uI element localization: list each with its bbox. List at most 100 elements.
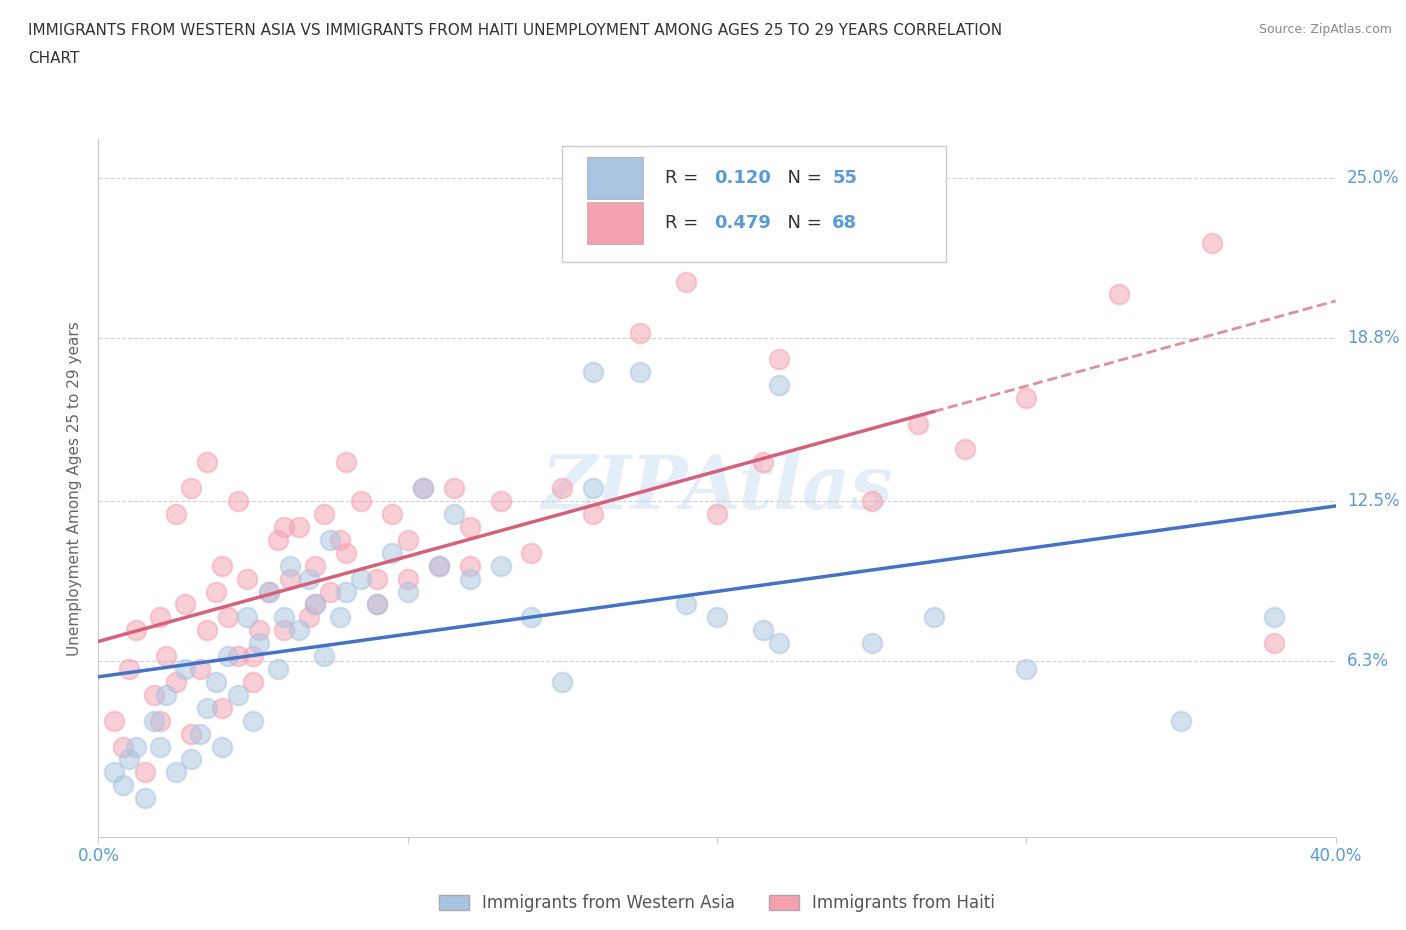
Point xyxy=(489,494,512,509)
Point xyxy=(155,649,177,664)
Point xyxy=(273,520,295,535)
Text: 68: 68 xyxy=(832,214,858,232)
Point xyxy=(922,610,945,625)
Point xyxy=(396,584,419,599)
Point xyxy=(520,610,543,625)
Point xyxy=(257,584,280,599)
Point xyxy=(267,533,290,548)
Text: N =: N = xyxy=(776,169,828,187)
Point xyxy=(582,365,605,379)
Point xyxy=(278,571,301,586)
FancyBboxPatch shape xyxy=(562,147,946,261)
Point xyxy=(1108,287,1130,302)
Point xyxy=(124,623,146,638)
Point xyxy=(180,481,202,496)
Point xyxy=(236,610,259,625)
Point xyxy=(190,726,212,741)
Point xyxy=(174,597,197,612)
Point xyxy=(236,571,259,586)
Point xyxy=(366,571,388,586)
Point xyxy=(582,507,605,522)
Point xyxy=(314,507,336,522)
Point xyxy=(675,597,697,612)
Point xyxy=(242,649,264,664)
Point xyxy=(768,636,790,651)
Point xyxy=(329,610,352,625)
Point xyxy=(242,713,264,728)
Point xyxy=(273,610,295,625)
Point xyxy=(226,687,249,702)
FancyBboxPatch shape xyxy=(588,203,643,245)
Point xyxy=(112,739,135,754)
Point xyxy=(165,507,187,522)
Point xyxy=(124,739,146,754)
Text: 55: 55 xyxy=(832,169,858,187)
Point xyxy=(458,520,481,535)
Y-axis label: Unemployment Among Ages 25 to 29 years: Unemployment Among Ages 25 to 29 years xyxy=(67,321,83,656)
Point xyxy=(381,507,404,522)
Point xyxy=(1170,713,1192,728)
Text: N =: N = xyxy=(776,214,828,232)
Point xyxy=(278,558,301,573)
Point xyxy=(412,481,434,496)
Point xyxy=(226,494,249,509)
Text: IMMIGRANTS FROM WESTERN ASIA VS IMMIGRANTS FROM HAITI UNEMPLOYMENT AMONG AGES 25: IMMIGRANTS FROM WESTERN ASIA VS IMMIGRAN… xyxy=(28,23,1002,38)
Text: 25.0%: 25.0% xyxy=(1347,169,1399,187)
Point xyxy=(118,752,141,767)
Point xyxy=(335,455,357,470)
Point xyxy=(366,597,388,612)
Point xyxy=(628,365,651,379)
Point xyxy=(195,623,218,638)
Text: 0.479: 0.479 xyxy=(714,214,772,232)
Point xyxy=(273,623,295,638)
Point xyxy=(112,777,135,792)
Point xyxy=(1015,391,1038,405)
Point xyxy=(190,661,212,676)
Point xyxy=(217,649,239,664)
Point xyxy=(396,533,419,548)
Point xyxy=(752,455,775,470)
Point xyxy=(226,649,249,664)
Point xyxy=(427,558,450,573)
Point xyxy=(675,274,697,289)
Point xyxy=(458,558,481,573)
Text: CHART: CHART xyxy=(28,51,80,66)
Point xyxy=(205,674,228,689)
Point xyxy=(953,442,976,457)
Text: 6.3%: 6.3% xyxy=(1347,652,1389,671)
Point xyxy=(319,533,342,548)
Text: R =: R = xyxy=(665,214,704,232)
Point xyxy=(768,378,790,392)
Point xyxy=(211,739,233,754)
Point xyxy=(335,584,357,599)
Text: ZIPAtlas: ZIPAtlas xyxy=(541,452,893,525)
Point xyxy=(134,790,156,805)
Point xyxy=(143,687,166,702)
Point xyxy=(520,545,543,560)
Point xyxy=(149,739,172,754)
Point xyxy=(1263,610,1285,625)
Text: 12.5%: 12.5% xyxy=(1347,492,1399,511)
Point xyxy=(752,623,775,638)
Point xyxy=(329,533,352,548)
Point xyxy=(860,494,883,509)
Point xyxy=(195,455,218,470)
Point xyxy=(103,713,125,728)
Point xyxy=(489,558,512,573)
Point xyxy=(443,481,465,496)
Point xyxy=(298,610,321,625)
Point xyxy=(458,571,481,586)
Point xyxy=(143,713,166,728)
Point xyxy=(350,494,373,509)
Point xyxy=(165,674,187,689)
Point xyxy=(860,636,883,651)
Point xyxy=(180,726,202,741)
Point xyxy=(267,661,290,676)
Point xyxy=(288,623,311,638)
Point xyxy=(134,765,156,780)
Point xyxy=(304,597,326,612)
Point xyxy=(298,571,321,586)
Text: 18.8%: 18.8% xyxy=(1347,329,1399,348)
Point xyxy=(582,481,605,496)
Point xyxy=(149,713,172,728)
